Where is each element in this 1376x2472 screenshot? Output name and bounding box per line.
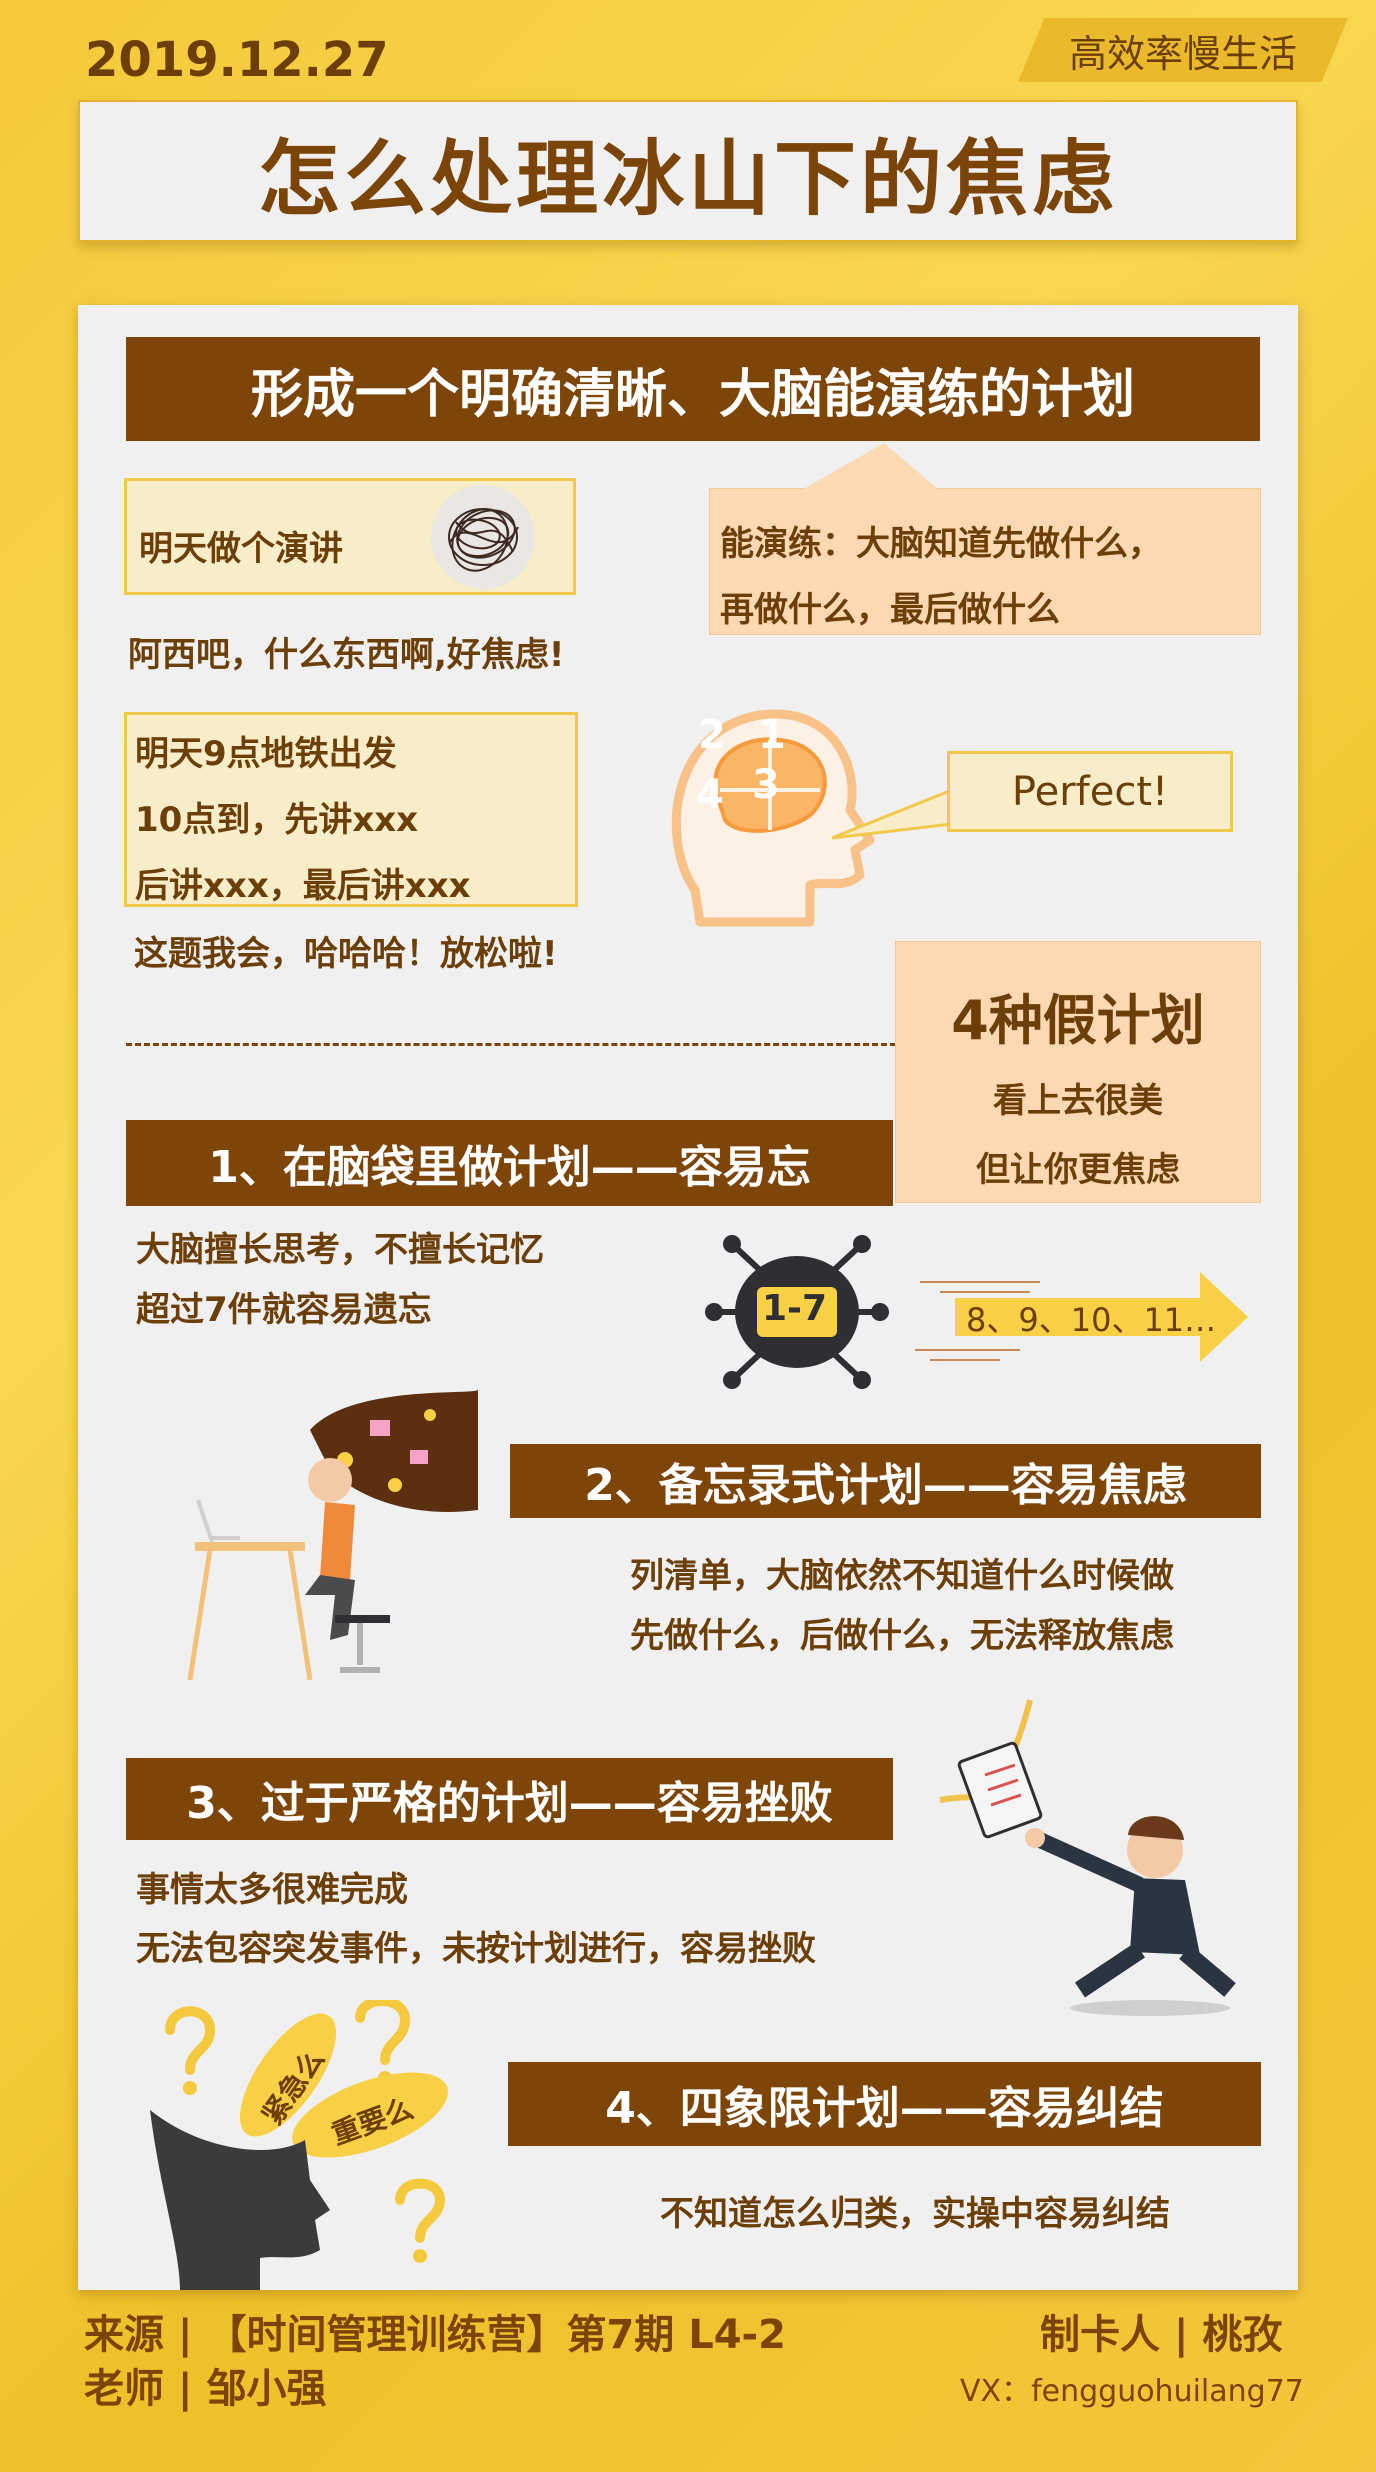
brain-number-3: 3	[752, 762, 780, 808]
content-panel	[78, 305, 1298, 2290]
anxious-reaction: 阿西吧，什么东西啊,好焦虑!	[128, 635, 565, 675]
brain-number-1: 1	[758, 712, 786, 758]
busy-mind-person-icon	[187, 1390, 478, 1681]
fake-plans-line-1: 看上去很美	[993, 1081, 1163, 1121]
plan-1-heading: 1、在脑袋里做计划——容易忘	[126, 1120, 893, 1206]
callout-line-2: 再做什么，最后做什么	[720, 590, 1060, 630]
detailed-plan-box: 明天9点地铁出发 10点到，先讲xxx 后讲xxx，最后讲xxx	[124, 712, 578, 907]
chip-label: 1-7	[762, 1288, 828, 1329]
perfect-text: Perfect!	[1011, 768, 1169, 815]
speech-task-text: 明天做个演讲	[139, 529, 343, 569]
relaxed-reaction: 这题我会，哈哈哈！放松啦!	[134, 934, 558, 974]
plan-line-2: 10点到，先讲xxx	[135, 800, 419, 840]
section-divider	[126, 1043, 896, 1046]
plan-1-line-2: 超过7件就容易遗忘	[136, 1290, 432, 1330]
chasing-checklist-man-icon	[939, 1699, 1236, 2016]
plan-line-3: 后讲xxx，最后讲xxx	[135, 866, 471, 906]
fake-plans-title: 4种假计划	[951, 989, 1205, 1052]
perfect-pointer	[832, 788, 952, 840]
source-label: 来源 | 【时间管理训练营】第7期 L4-2	[84, 2312, 786, 2358]
brain-number-2: 2	[698, 712, 726, 758]
brain-chip-icon	[705, 1235, 889, 1389]
fake-plans-box: 4种假计划 看上去很美 但让你更焦虑	[895, 941, 1261, 1203]
overflow-arrow-text: 8、9、10、11…	[966, 1301, 1217, 1339]
plan-1-line-1: 大脑擅长思考，不擅长记忆	[136, 1230, 544, 1270]
brand-tag: 高效率慢生活	[1018, 18, 1348, 82]
plan-2-line-1: 列清单，大脑依然不知道什么时候做	[630, 1556, 1174, 1596]
perfect-bubble: Perfect!	[947, 751, 1233, 832]
vx-label: VX：fengguohuilang77	[960, 2374, 1304, 2409]
overflow-arrow	[915, 1272, 1248, 1362]
confused-head-icon	[150, 2000, 448, 2290]
brain-number-4: 4	[696, 772, 724, 818]
maker-label: 制卡人 | 桃孜	[1040, 2312, 1283, 2358]
title-box: 怎么处理冰山下的焦虑	[78, 100, 1298, 242]
plan-line-1: 明天9点地铁出发	[135, 734, 397, 774]
plan-3-line-1: 事情太多很难完成	[136, 1870, 408, 1910]
rehearsal-callout: 能演练：大脑知道先做什么， 再做什么，最后做什么	[709, 488, 1261, 635]
plan-4-line-1: 不知道怎么归类，实操中容易纠结	[660, 2194, 1170, 2234]
plan-2-line-2: 先做什么，后做什么，无法释放焦虑	[630, 1616, 1174, 1656]
tangled-thoughts-icon	[431, 485, 535, 589]
plan-3-line-2: 无法包容突发事件，未按计划进行，容易挫败	[136, 1929, 816, 1969]
callout-pointer	[800, 443, 940, 491]
plan-2-heading: 2、备忘录式计划——容易焦虑	[510, 1444, 1261, 1518]
fake-plans-line-2: 但让你更焦虑	[976, 1150, 1180, 1190]
section-banner: 形成一个明确清晰、大脑能演练的计划	[126, 337, 1260, 441]
callout-line-1: 能演练：大脑知道先做什么，	[720, 524, 1162, 564]
plan-3-heading: 3、过于严格的计划——容易挫败	[126, 1758, 893, 1840]
page-title: 怎么处理冰山下的焦虑	[257, 130, 1118, 227]
plan-4-heading: 4、四象限计划——容易纠结	[508, 2062, 1261, 2146]
teacher-label: 老师 | 邹小强	[84, 2366, 327, 2412]
date-label: 2019.12.27	[85, 32, 389, 88]
brain-head-icon	[671, 709, 875, 927]
